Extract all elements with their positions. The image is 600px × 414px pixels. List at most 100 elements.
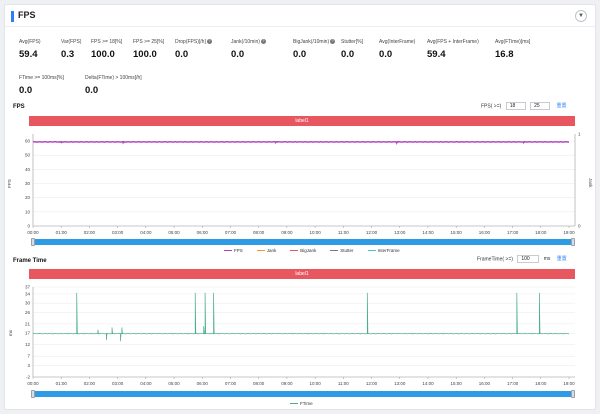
y-tick-label: 0 <box>27 224 30 229</box>
ftime-threshold-input[interactable]: 100 <box>517 255 540 263</box>
x-tick-label: 17:00 <box>507 230 519 235</box>
ftime-label-band: label1 <box>29 269 575 279</box>
ftime-scroll-handle-right[interactable] <box>571 390 575 398</box>
panel-header: FPS ▼ <box>5 5 595 27</box>
fps-scroll-handle-left[interactable] <box>31 238 35 246</box>
x-tick-label: 03:00 <box>112 381 124 386</box>
fps-time-scrollbar[interactable] <box>31 238 575 246</box>
legend-item[interactable]: InterFrame <box>367 247 400 253</box>
ftime-threshold-controls: FrameTime( >=) 100 ms 重置 <box>477 255 567 263</box>
fps-scroll-handle-right[interactable] <box>571 238 575 246</box>
metric-value: 100.0 <box>91 49 115 60</box>
metric-value: 0.0 <box>85 85 99 96</box>
metric-6: BigJank(/10min)? 0.0 <box>293 39 336 60</box>
help-icon[interactable]: ? <box>260 39 266 45</box>
ftime-time-scrollbar[interactable] <box>31 390 575 398</box>
help-icon[interactable]: ? <box>206 39 212 45</box>
y-tick-label: 60 <box>25 139 31 144</box>
legend-item[interactable]: FTime <box>290 401 313 406</box>
legend-item[interactable]: Stutter <box>330 247 354 253</box>
metric-value: 0.0 <box>341 49 355 60</box>
fps-legend: FPS Jank BigJank Stutter InterFrame <box>217 247 407 253</box>
x-tick-label: 10:00 <box>309 230 321 235</box>
y-tick-label: 12 <box>25 342 31 347</box>
fps-section-title: FPS <box>13 104 25 110</box>
y-tick-label: 26 <box>25 310 31 315</box>
metric-label: FPS >= 18[%] <box>91 39 123 45</box>
x-tick-label: 14:00 <box>422 381 434 386</box>
x-tick-label: 09:00 <box>281 230 293 235</box>
legend-swatch <box>256 249 265 251</box>
fps-y-axis-label: FPS <box>7 179 12 188</box>
legend-swatch <box>367 249 376 251</box>
x-tick-label: 14:00 <box>422 230 434 235</box>
ftime-section-title: Frame Time <box>13 258 47 264</box>
ftime-reset-link[interactable]: 重置 <box>556 256 567 263</box>
x-tick-label: 07:00 <box>225 230 237 235</box>
metric-value: 0.0 <box>293 49 307 60</box>
x-tick-label: 12:00 <box>366 230 378 235</box>
legend-item[interactable]: BigJank <box>290 248 316 253</box>
chevron-down-icon[interactable]: ▼ <box>575 10 587 22</box>
legend-label: InterFrame <box>377 247 400 253</box>
x-tick-label: 19:00 <box>563 381 575 386</box>
fps-threshold-input-2[interactable]: 25 <box>530 102 551 110</box>
legend-swatch <box>224 249 232 251</box>
metric-value: 16.8 <box>495 49 514 60</box>
x-tick-label: 19:00 <box>563 230 575 235</box>
x-tick-label: 16:00 <box>479 230 491 235</box>
fps-label-band: label1 <box>29 116 575 126</box>
legend-swatch <box>330 249 339 251</box>
fps-threshold-label: FPS( >=) <box>481 103 502 110</box>
x-tick-label: 01:00 <box>56 381 68 386</box>
metric-label: Avg(FTime)[ms] <box>495 39 531 45</box>
metric-value: 0.0 <box>379 49 393 60</box>
fps-reset-link[interactable]: 重置 <box>556 103 567 110</box>
x-tick-label: 18:00 <box>535 230 547 235</box>
metric-label: Avg(FPS + InterFrame) <box>427 39 479 45</box>
metric-12: Delta(FTime) > 100ms[/h] 0.0 <box>85 75 142 96</box>
x-tick-label: 08:00 <box>253 230 265 235</box>
legend-label: BigJank <box>300 247 317 253</box>
legend-item[interactable]: FPS <box>224 248 243 253</box>
ftime-threshold-label: FrameTime( >=) <box>477 256 513 263</box>
x-tick-label: 06:00 <box>197 381 209 386</box>
metric-9: Avg(FPS + InterFrame) 59.4 <box>427 39 479 60</box>
panel-title: FPS <box>18 10 36 20</box>
header-accent-bar <box>11 11 14 22</box>
x-tick-label: 12:00 <box>366 381 378 386</box>
y-tick-label: 34 <box>25 291 31 296</box>
y2-tick-label: 0 <box>578 224 581 229</box>
x-tick-label: 05:00 <box>168 381 180 386</box>
x-tick-label: 02:00 <box>84 381 96 386</box>
metric-5: Jank(/10min)? 0.0 <box>231 39 266 60</box>
legend-label: Stutter <box>340 247 354 253</box>
legend-item[interactable]: Jank <box>256 248 276 253</box>
y2-tick-label: 1 <box>578 132 581 137</box>
ftime-scroll-handle-left[interactable] <box>31 390 35 398</box>
x-tick-label: 09:00 <box>281 381 293 386</box>
series-line-FTime <box>32 292 570 342</box>
ftime-threshold-unit: ms <box>543 256 551 263</box>
metric-10: Avg(FTime)[ms] 16.8 <box>495 39 530 60</box>
series-line-FPS <box>32 140 570 145</box>
x-tick-label: 11:00 <box>338 381 349 386</box>
x-tick-label: 11:00 <box>338 230 349 235</box>
fps-threshold-input-1[interactable]: 18 <box>505 102 526 110</box>
ftime-y-axis-label: ms <box>8 329 13 336</box>
x-tick-label: 06:00 <box>197 230 209 235</box>
x-tick-label: 13:00 <box>394 230 406 235</box>
metric-label: Delta(FTime) > 100ms[/h] <box>85 75 142 81</box>
metric-label: Avg(FPS) <box>19 39 41 45</box>
metric-label: Drop(FPS)[/h]? <box>175 39 212 45</box>
fps-y2-axis-label: Jank <box>588 178 593 188</box>
metric-label: Jank(/10min)? <box>231 39 266 45</box>
legend-swatch <box>290 249 299 251</box>
y-tick-label: 7 <box>27 354 30 359</box>
metric-label: Stutter[%] <box>341 39 363 45</box>
metric-7: Stutter[%] 0.0 <box>341 39 363 60</box>
x-tick-label: 07:00 <box>225 381 237 386</box>
help-icon[interactable]: ? <box>330 39 336 45</box>
x-tick-label: 00:00 <box>27 381 39 386</box>
legend-label: FPS <box>234 247 243 253</box>
